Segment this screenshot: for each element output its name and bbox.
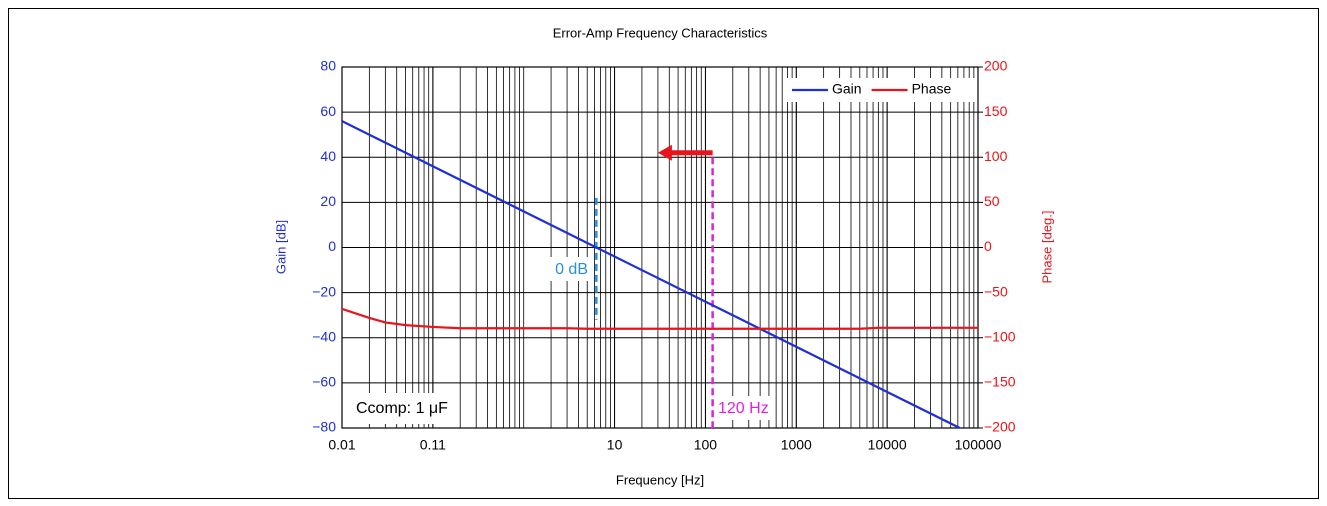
y-tick-label: 40: [320, 148, 336, 164]
series-line: [341, 307, 978, 330]
y2-tick-label: 100: [984, 148, 1008, 164]
x-tick-label: 10000: [868, 437, 907, 453]
y2-tick-label: −150: [984, 374, 1016, 390]
y-tick-label: 80: [320, 58, 336, 74]
plot-border: [341, 66, 979, 429]
arrow-head: [657, 144, 672, 161]
annotation-text: 120 Hz: [718, 400, 769, 417]
y-tick-label: 20: [320, 193, 336, 209]
y-axis-label: Gain [dB]: [273, 220, 288, 274]
legend-label: Gain: [832, 81, 862, 97]
y2-axis-label: Phase [deg.]: [1039, 211, 1054, 284]
y2-tick-label: 200: [984, 58, 1008, 74]
y2-tick-label: 50: [984, 193, 1000, 209]
y2-tick-label: −50: [984, 283, 1008, 299]
legend-label: Phase: [912, 81, 952, 97]
y-tick-label: −20: [312, 283, 336, 299]
x-tick-label: 10: [607, 437, 623, 453]
y2-tick-label: 150: [984, 103, 1008, 119]
y2-tick-label: −200: [984, 419, 1016, 435]
y-tick-label: 60: [320, 103, 336, 119]
annotation-text: 0 dB: [555, 261, 588, 278]
annotation-text: Ccomp: 1 μF: [356, 400, 448, 417]
y2-tick-label: −100: [984, 328, 1016, 344]
chart-title: Error-Amp Frequency Characteristics: [553, 25, 768, 40]
y-tick-label: −60: [312, 374, 336, 390]
frame: [8, 8, 1319, 499]
y-tick-label: 0: [328, 238, 336, 254]
y-tick-label: −80: [312, 419, 336, 435]
x-tick-label: 1000: [781, 437, 812, 453]
x-axis-label: Frequency [Hz]: [616, 472, 704, 487]
annotation-box: [348, 393, 442, 424]
x-tick-label: 0.11: [420, 437, 446, 453]
y2-tick-label: 0: [984, 238, 992, 254]
x-tick-label: 0.01: [328, 437, 355, 453]
series-line: [341, 120, 961, 429]
annotation-bg: [714, 396, 772, 420]
x-tick-label: 100: [694, 437, 718, 453]
y-tick-label: −40: [312, 328, 336, 344]
annotation-bg: [540, 257, 592, 281]
x-tick-label: 100000: [955, 437, 1002, 453]
